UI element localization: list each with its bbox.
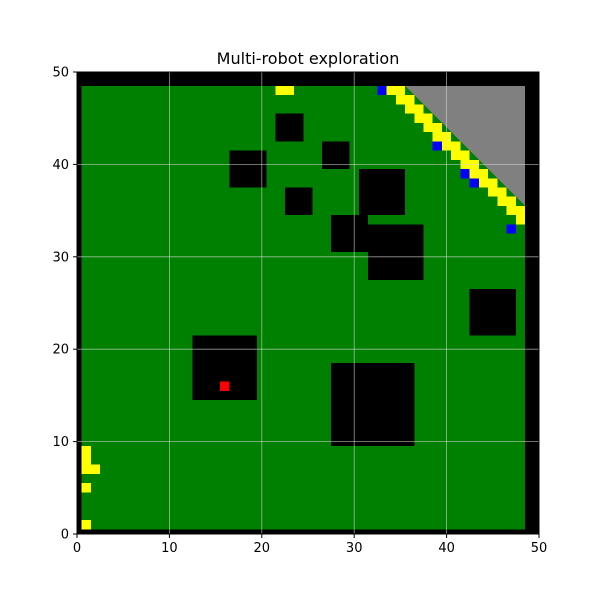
- frontier-cell: [478, 169, 489, 179]
- obstacle: [358, 169, 406, 216]
- x-tick-label: 50: [531, 541, 548, 556]
- y-tick-label: 20: [52, 343, 69, 358]
- x-axis: 0 10 20 30 40 50: [73, 534, 547, 556]
- frontier-cell: [432, 122, 442, 133]
- frontier-cell: [488, 187, 498, 197]
- x-tick-label: 20: [254, 541, 271, 556]
- frontier-cell: [515, 205, 526, 216]
- x-tick-label: 0: [73, 541, 81, 556]
- frontier-cell: [497, 187, 507, 197]
- chart-title: Multi-robot exploration: [217, 49, 400, 68]
- frontier-cell: [451, 141, 461, 151]
- x-tick-label: 30: [346, 541, 363, 556]
- obstacle: [321, 141, 350, 170]
- y-tick-label: 0: [61, 528, 69, 543]
- frontier-cell: [432, 132, 442, 142]
- frontier-cell: [497, 196, 507, 206]
- x-tick-label: 10: [161, 541, 178, 556]
- frontier-cell: [81, 483, 91, 493]
- robot-cell: [460, 169, 470, 179]
- boundary-wall: [77, 72, 539, 86]
- frontier-cell: [515, 215, 526, 225]
- frontier-cell: [81, 520, 91, 530]
- frontier-cell: [284, 85, 295, 96]
- x-tick-label: 40: [438, 541, 455, 556]
- frontier-cell: [414, 104, 424, 114]
- frontier-cell: [81, 464, 91, 474]
- frontier-cell: [469, 169, 479, 179]
- frontier-cell: [506, 196, 516, 206]
- robot-cell: [377, 85, 387, 96]
- frontier-cell: [488, 178, 498, 188]
- obstacle: [331, 363, 415, 447]
- axes-frame: [76, 71, 540, 535]
- boundary-wall: [525, 72, 539, 534]
- robot-cell: [432, 141, 442, 151]
- frontier-cell: [90, 464, 101, 474]
- frontier-cell: [423, 122, 433, 133]
- frontier-cell: [81, 455, 91, 465]
- frontier-cell: [405, 95, 415, 105]
- y-tick-label: 50: [52, 66, 69, 81]
- frontier-cell: [451, 150, 461, 160]
- frontier-cell: [460, 150, 470, 160]
- frontier-cell: [423, 113, 433, 123]
- frontier-cell: [386, 85, 396, 96]
- frontier-cell: [275, 85, 285, 96]
- y-tick-label: 30: [52, 250, 69, 265]
- target-cell: [220, 381, 230, 391]
- frontier-cell: [414, 113, 424, 123]
- robot-cell: [469, 178, 479, 188]
- y-tick-label: 10: [52, 435, 69, 450]
- unknown-region: [405, 85, 526, 206]
- frontier-cell: [395, 85, 406, 96]
- frontier-cell: [395, 95, 406, 105]
- obstacle: [331, 215, 369, 253]
- plot-area: [76, 71, 540, 535]
- map-cells: [77, 72, 539, 534]
- robot-cell: [506, 224, 516, 234]
- boundary-wall: [77, 529, 539, 534]
- obstacle: [275, 113, 304, 142]
- boundary-wall: [77, 72, 82, 534]
- frontier-cell: [405, 104, 415, 114]
- obstacle: [368, 224, 424, 280]
- frontier-cell: [506, 205, 516, 216]
- obstacle: [284, 187, 313, 216]
- frontier-cell: [478, 178, 489, 188]
- y-axis: 0 10 20 30 40 50: [52, 66, 77, 543]
- frontier-cell: [81, 446, 91, 456]
- obstacle: [229, 150, 267, 188]
- y-tick-label: 40: [52, 158, 69, 173]
- obstacle: [469, 289, 516, 336]
